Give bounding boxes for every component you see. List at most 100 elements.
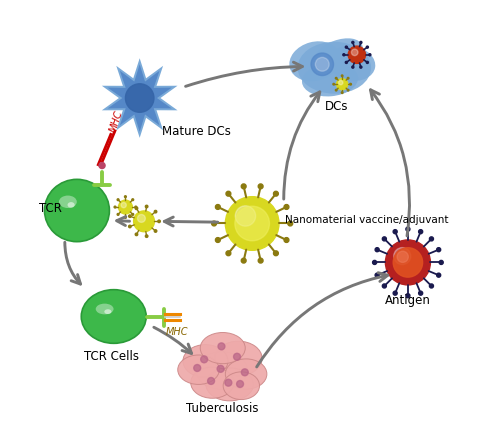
Circle shape (360, 41, 362, 43)
Circle shape (346, 61, 348, 63)
Circle shape (117, 199, 119, 201)
Circle shape (242, 258, 246, 263)
Ellipse shape (68, 202, 74, 208)
Circle shape (226, 251, 231, 256)
Circle shape (360, 66, 362, 68)
Circle shape (348, 77, 349, 79)
Circle shape (439, 260, 443, 264)
Circle shape (333, 83, 334, 85)
Circle shape (342, 75, 343, 76)
Text: Mature DCs: Mature DCs (162, 125, 231, 138)
Ellipse shape (328, 46, 376, 81)
Circle shape (258, 258, 263, 263)
Circle shape (369, 54, 371, 56)
Circle shape (372, 260, 376, 264)
Circle shape (138, 214, 145, 222)
Text: Antigen: Antigen (385, 293, 431, 306)
Text: Tuberculosis: Tuberculosis (186, 402, 258, 415)
Circle shape (393, 248, 422, 277)
Circle shape (418, 291, 422, 295)
Ellipse shape (183, 345, 228, 378)
Circle shape (393, 230, 397, 233)
Circle shape (216, 204, 220, 209)
Ellipse shape (206, 368, 254, 401)
Polygon shape (102, 58, 178, 138)
Circle shape (212, 221, 216, 226)
Ellipse shape (96, 304, 114, 314)
Circle shape (274, 251, 278, 256)
Circle shape (128, 225, 131, 228)
Ellipse shape (226, 359, 267, 389)
Circle shape (382, 237, 386, 241)
Text: MHC: MHC (108, 109, 125, 134)
Circle shape (128, 215, 131, 217)
Circle shape (134, 211, 154, 232)
Circle shape (436, 248, 440, 252)
Circle shape (216, 237, 220, 243)
Circle shape (124, 196, 126, 197)
Circle shape (146, 235, 148, 237)
Circle shape (436, 273, 440, 277)
Circle shape (352, 49, 358, 56)
Circle shape (366, 61, 368, 63)
Circle shape (242, 184, 246, 189)
Circle shape (343, 54, 345, 56)
Circle shape (284, 204, 289, 209)
Text: DCs: DCs (325, 100, 348, 113)
Circle shape (350, 83, 352, 85)
Circle shape (348, 46, 366, 63)
Ellipse shape (290, 41, 341, 81)
Circle shape (135, 206, 136, 208)
Circle shape (132, 214, 134, 215)
Circle shape (336, 89, 337, 91)
Circle shape (114, 206, 116, 208)
Circle shape (397, 251, 408, 263)
Ellipse shape (302, 63, 358, 96)
Circle shape (126, 84, 154, 112)
Circle shape (316, 57, 329, 71)
Circle shape (375, 273, 379, 277)
Circle shape (430, 284, 434, 288)
Circle shape (242, 369, 248, 376)
Circle shape (234, 353, 240, 360)
Text: TCR Cells: TCR Cells (84, 350, 139, 363)
Circle shape (375, 248, 379, 252)
Ellipse shape (59, 196, 77, 208)
Circle shape (236, 381, 244, 388)
Ellipse shape (44, 179, 110, 242)
Circle shape (217, 365, 224, 372)
Circle shape (348, 89, 349, 91)
Ellipse shape (190, 367, 234, 398)
Ellipse shape (223, 372, 260, 400)
Circle shape (336, 79, 348, 90)
Circle shape (386, 240, 430, 285)
Circle shape (200, 356, 207, 363)
Ellipse shape (200, 332, 245, 364)
Circle shape (338, 80, 343, 85)
Circle shape (352, 66, 354, 68)
Text: MHC: MHC (166, 327, 188, 337)
Circle shape (158, 220, 160, 223)
Circle shape (118, 200, 132, 214)
Ellipse shape (298, 42, 371, 94)
Text: TCR: TCR (39, 202, 62, 215)
Circle shape (124, 217, 126, 218)
Ellipse shape (214, 341, 262, 376)
Circle shape (342, 92, 343, 93)
Circle shape (226, 191, 231, 196)
Circle shape (208, 378, 214, 385)
Circle shape (346, 46, 348, 48)
Circle shape (311, 53, 334, 76)
Circle shape (236, 206, 256, 226)
Circle shape (352, 41, 354, 43)
Circle shape (284, 237, 289, 243)
Circle shape (154, 230, 157, 232)
Circle shape (225, 379, 232, 386)
Circle shape (336, 77, 337, 79)
Circle shape (406, 294, 410, 298)
Polygon shape (108, 64, 172, 132)
Circle shape (406, 227, 410, 231)
Circle shape (258, 184, 263, 189)
Circle shape (366, 46, 368, 48)
Circle shape (146, 205, 148, 208)
